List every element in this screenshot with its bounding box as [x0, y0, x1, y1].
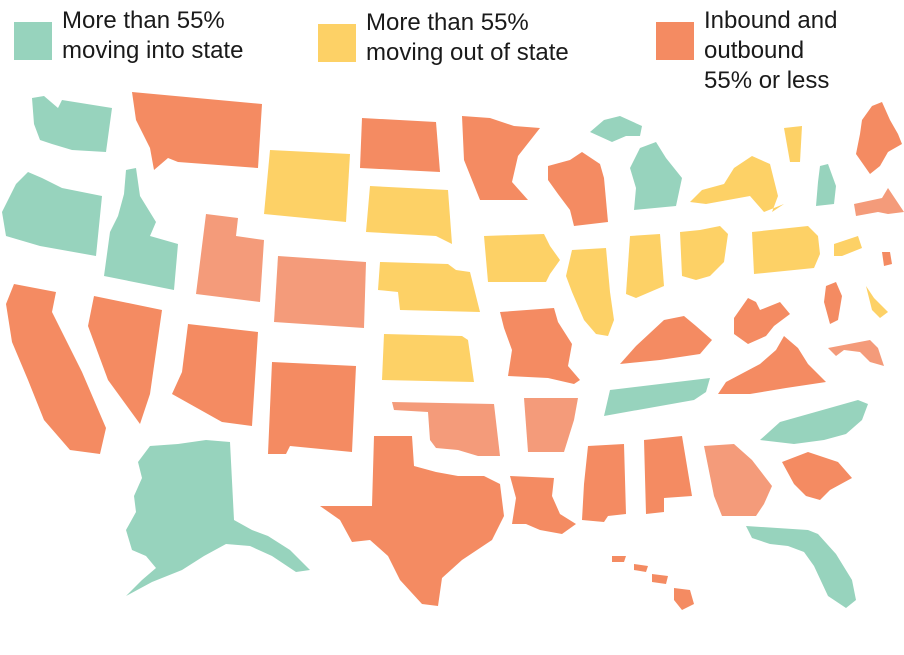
state-wisconsin[interactable]: [548, 152, 608, 226]
state-california[interactable]: [6, 284, 106, 454]
state-kentucky[interactable]: [620, 316, 712, 364]
state-north-carolina[interactable]: [760, 400, 868, 444]
state-virginia[interactable]: [718, 336, 826, 394]
state-south-dakota[interactable]: [366, 186, 452, 244]
legend-label-both: Inbound and outbound 55% or less: [704, 7, 838, 94]
legend-item-moving-into: More than 55% moving into state: [14, 6, 243, 66]
state-kansas[interactable]: [382, 334, 474, 382]
state-vermont[interactable]: [784, 126, 802, 162]
state-illinois[interactable]: [566, 248, 614, 336]
state-indiana[interactable]: [626, 234, 664, 298]
state-tennessee[interactable]: [604, 378, 710, 416]
state-new-york[interactable]: [690, 156, 784, 212]
state-west-virginia[interactable]: [734, 298, 790, 344]
state-new-hampshire[interactable]: [816, 164, 836, 206]
state-oklahoma[interactable]: [392, 402, 500, 456]
state-delaware[interactable]: [866, 286, 888, 318]
state-connecticut[interactable]: [834, 236, 862, 256]
state-massachusetts[interactable]: [854, 188, 904, 216]
state-minnesota[interactable]: [462, 116, 540, 200]
legend-item-inbound-outbound: Inbound and outbound 55% or less: [656, 6, 837, 96]
state-missouri[interactable]: [500, 308, 580, 384]
state-washington[interactable]: [32, 96, 112, 152]
state-pennsylvania[interactable]: [752, 226, 820, 274]
state-alabama[interactable]: [644, 436, 692, 514]
state-nevada[interactable]: [88, 296, 162, 424]
state-alaska[interactable]: [126, 440, 310, 596]
state-wyoming[interactable]: [264, 150, 350, 222]
map-legend: More than 55% moving into state More tha…: [0, 0, 904, 110]
state-iowa[interactable]: [484, 234, 560, 282]
state-ohio[interactable]: [680, 226, 728, 280]
state-louisiana[interactable]: [510, 476, 576, 534]
state-montana[interactable]: [132, 92, 262, 170]
state-idaho[interactable]: [104, 168, 178, 290]
legend-swatch-out: [318, 24, 356, 62]
state-arkansas[interactable]: [524, 398, 578, 452]
state-maryland[interactable]: [828, 340, 884, 366]
state-arizona[interactable]: [172, 324, 258, 426]
legend-item-moving-out: More than 55% moving out of state: [318, 8, 569, 68]
state-mississippi[interactable]: [582, 444, 626, 522]
state-florida[interactable]: [746, 526, 856, 608]
state-texas[interactable]: [320, 436, 504, 606]
legend-label-out: More than 55% moving out of state: [366, 9, 569, 66]
legend-label-into: More than 55% moving into state: [62, 7, 244, 64]
state-nebraska[interactable]: [378, 262, 480, 312]
legend-swatch-both: [656, 22, 694, 60]
state-south-carolina[interactable]: [782, 452, 852, 500]
state-georgia[interactable]: [704, 444, 772, 516]
state-colorado[interactable]: [274, 256, 366, 328]
state-hawaii[interactable]: [612, 556, 694, 610]
state-rhode-island[interactable]: [882, 252, 892, 266]
legend-swatch-into: [14, 22, 52, 60]
state-utah[interactable]: [196, 214, 264, 302]
state-new-jersey[interactable]: [824, 282, 842, 324]
state-new-mexico[interactable]: [268, 362, 356, 454]
state-michigan[interactable]: [590, 116, 682, 210]
state-maine[interactable]: [856, 102, 902, 174]
state-north-dakota[interactable]: [360, 118, 440, 172]
state-oregon[interactable]: [2, 172, 102, 256]
